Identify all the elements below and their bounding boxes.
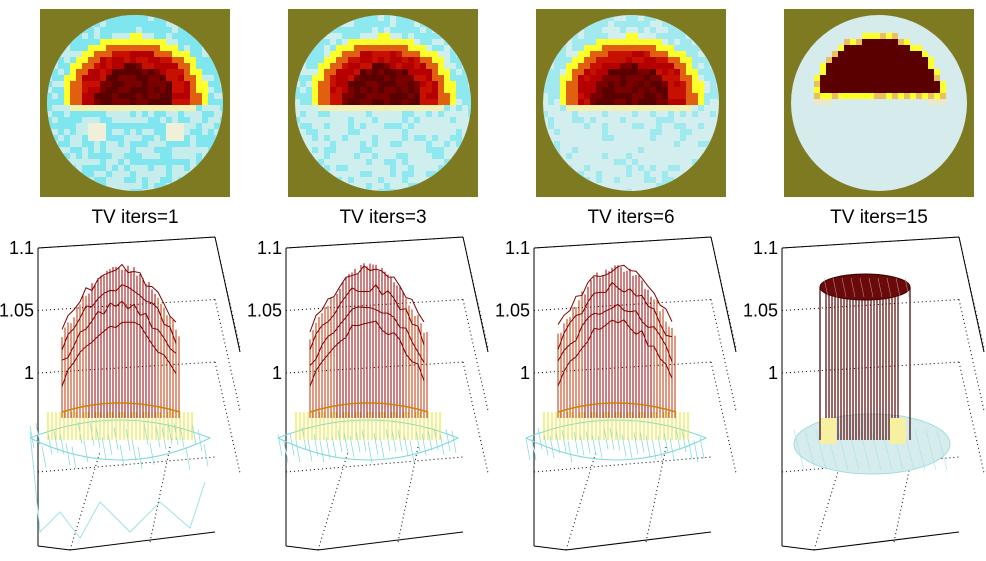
panel-title: TV iters=15: [830, 207, 928, 228]
axis-line: [462, 236, 489, 353]
mesh-plot: 1.1 1.05 1: [248, 236, 489, 551]
grid-line: [958, 299, 985, 411]
grid-line: [958, 236, 985, 349]
mesh-surface: [793, 273, 951, 475]
heatmap-image: [288, 9, 478, 197]
heatmap-image: [536, 9, 726, 197]
heatmap-image: [40, 9, 230, 197]
z-tick-label: 1.05: [496, 301, 530, 321]
mesh-ridge: [61, 321, 177, 387]
mesh-ridge: [309, 402, 429, 413]
grid-line: [462, 299, 489, 411]
grid-line: [149, 446, 171, 543]
mesh-surface: [29, 263, 212, 539]
axis-line: [37, 545, 71, 551]
grid-line: [214, 236, 241, 349]
panel-title: TV iters=6: [587, 207, 675, 228]
mesh-base: [277, 419, 460, 461]
grid-line: [533, 236, 712, 249]
chart-panel-3: TV iters=3 1.1 1.05 1: [248, 0, 494, 561]
axis-line: [533, 545, 567, 551]
mesh-base: [793, 413, 951, 475]
mesh-skirt: [29, 431, 206, 539]
axis-line: [813, 531, 960, 551]
mesh-top: [819, 273, 911, 301]
z-tick-label: 1.1: [257, 238, 282, 258]
mesh-ridge: [61, 263, 177, 330]
axis-line: [781, 545, 815, 551]
panel-title: TV iters=3: [339, 207, 427, 228]
z-tick-label: 1: [768, 363, 778, 383]
grid-line: [645, 446, 667, 543]
mesh-ridge: [61, 402, 181, 413]
mesh-ridge: [309, 306, 425, 366]
grid-line: [710, 361, 737, 474]
axis-line: [565, 531, 712, 551]
z-tick-label: 1.1: [753, 238, 778, 258]
mesh-ridge: [309, 283, 425, 351]
grid-line: [37, 361, 216, 374]
mesh-rim: [820, 418, 836, 444]
chart-panel-6: TV iters=6 1.1 1.05 1: [496, 0, 742, 561]
axis-line: [214, 236, 241, 353]
grid-line: [214, 299, 241, 411]
grid-line: [533, 299, 712, 311]
mesh-plot: 1.1 1.05 1: [496, 236, 737, 551]
mesh-ridge: [309, 320, 425, 387]
grid-line: [69, 451, 101, 551]
grid-line: [462, 236, 489, 349]
mesh-ridge: [557, 303, 673, 362]
mesh-surface: [277, 263, 460, 463]
axis-line: [69, 531, 216, 551]
mesh-ridge: [61, 283, 177, 351]
grid-line: [214, 361, 241, 474]
mesh-surface: [525, 264, 708, 463]
grid-line: [37, 299, 216, 311]
grid-line: [781, 236, 960, 249]
grid-line: [37, 236, 216, 249]
mesh-ridge: [557, 319, 673, 387]
grid-line: [565, 451, 597, 551]
z-tick-label: 1.1: [9, 238, 34, 258]
grid-line: [533, 361, 712, 374]
mesh-ridge: [557, 281, 673, 350]
axis-line: [285, 545, 319, 551]
z-tick-label: 1.05: [0, 301, 34, 321]
grid-line: [285, 361, 464, 374]
grid-line: [533, 456, 712, 473]
axis-line: [710, 236, 737, 353]
chart-panel-15: TV iters=15 1.1 1.05 1: [744, 0, 986, 561]
heatmap-image: [784, 9, 974, 197]
mesh-ridge: [61, 300, 177, 361]
grid-line: [317, 451, 349, 551]
z-tick-label: 1: [272, 363, 282, 383]
z-tick-label: 1: [520, 363, 530, 383]
mesh-ridge: [557, 402, 677, 413]
mesh-plot: 1.1 1.05 1: [744, 236, 985, 551]
z-tick-label: 1.05: [248, 301, 282, 321]
grid-line: [710, 236, 737, 349]
mesh-rim: [890, 418, 906, 444]
grid-line: [958, 361, 985, 474]
mesh-plot: 1.1 1.05 1: [0, 236, 241, 551]
z-tick-label: 1.05: [744, 301, 778, 321]
grid-line: [285, 456, 464, 473]
mesh-base: [29, 419, 212, 461]
grid-line: [285, 299, 464, 311]
axis-line: [958, 236, 985, 353]
z-tick-label: 1: [24, 363, 34, 383]
chart-panel-1: TV iters=1 1.1 1.05 1: [0, 0, 246, 561]
grid-line: [37, 456, 216, 473]
panel-title: TV iters=1: [91, 207, 179, 228]
mesh-ridge: [557, 264, 673, 325]
grid-line: [462, 361, 489, 474]
grid-line: [285, 236, 464, 249]
grid-line: [397, 446, 419, 543]
mesh-base: [525, 419, 708, 461]
z-tick-label: 1.1: [505, 238, 530, 258]
grid-line: [710, 299, 737, 411]
axis-line: [317, 531, 464, 551]
mesh-ridge: [309, 265, 425, 333]
